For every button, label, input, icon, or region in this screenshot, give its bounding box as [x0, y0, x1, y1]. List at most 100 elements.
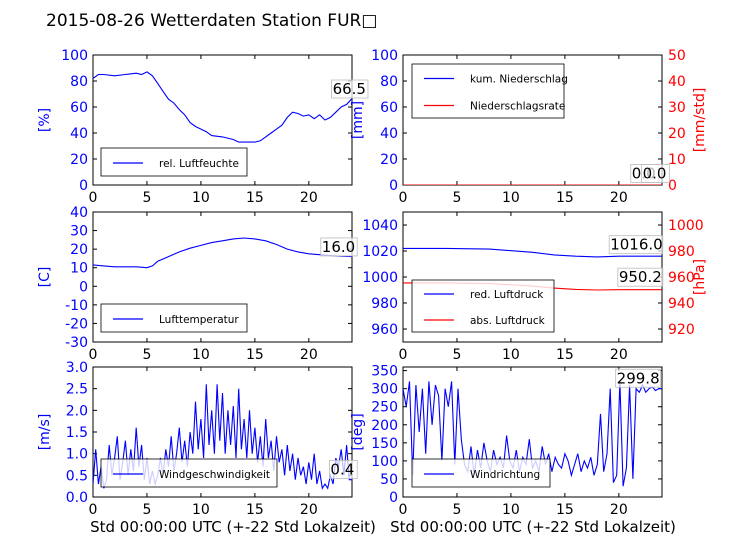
value-annotation: 66.5	[333, 80, 366, 98]
series-line-1	[93, 384, 352, 490]
y-tick-label: 980	[371, 296, 398, 312]
y-tick-label: 0	[79, 279, 88, 295]
chart-panel-1: 0 5 10 15 20 0 20 40 60 80 100 [%] 66.5 rel. Luftfeuc…	[37, 48, 369, 206]
legend-label: red. Luftdruck	[470, 289, 544, 301]
value-annotation: 299.8	[617, 369, 660, 387]
legend-box	[411, 458, 551, 488]
x-tick-label: 15	[556, 502, 574, 518]
x-tick-label: 20	[610, 190, 628, 206]
x-tick-label: 15	[556, 190, 574, 206]
y-tick-label: 0.0	[66, 490, 88, 506]
y-tick-label: 10	[70, 261, 88, 277]
value-annotation: 950.2	[619, 268, 662, 286]
x-tick-label: 20	[300, 347, 318, 363]
value-annotation: 0.0	[643, 165, 667, 183]
y-tick-label: 0	[389, 178, 398, 194]
x-axis-label-left: Std 00:00:00 UTC (+-22 Std Lokalzeit)	[90, 518, 376, 536]
x-tick-label: 5	[452, 190, 461, 206]
y-tick-label: 1040	[362, 218, 398, 234]
x-tick-label: 10	[502, 502, 520, 518]
legend-label: Windgeschwindigkeit	[159, 469, 270, 481]
value-annotation: 16.0	[322, 238, 355, 256]
x-tick-label: 10	[502, 190, 520, 206]
y-tick-label: 20	[70, 152, 88, 168]
y2-axis-label: [mm/std]	[692, 88, 708, 153]
value-annotation-box	[331, 79, 369, 99]
y-tick-label: 2.0	[66, 403, 88, 419]
y-tick-label: -20	[65, 316, 88, 332]
y-tick-label: 80	[380, 74, 398, 90]
y-axis-label: [%]	[37, 108, 53, 132]
y-tick-label: 50	[380, 472, 398, 488]
legend-label: Windrichtung	[470, 469, 540, 481]
y-axis-label: [m/s]	[37, 414, 53, 451]
x-tick-label: 15	[246, 502, 264, 518]
y-tick-label: 30	[70, 224, 88, 240]
x-tick-label: 5	[452, 347, 461, 363]
y-tick-label: 1020	[362, 244, 398, 260]
y-tick-label: 150	[371, 436, 398, 452]
x-tick-label: 5	[142, 502, 151, 518]
x-tick-label: 20	[610, 502, 628, 518]
legend-box	[100, 147, 248, 177]
legend-label: Niederschlagsrate	[470, 101, 565, 113]
x-tick-label: 10	[192, 502, 210, 518]
y-tick-label: 0.5	[66, 468, 88, 484]
y2-tick-label: 0	[668, 178, 677, 194]
figure-title: 2015-08-26 Wetterdaten Station FUR□	[46, 11, 377, 31]
legend-box	[411, 63, 565, 119]
x-tick-label: 20	[300, 190, 318, 206]
x-tick-label: 20	[610, 347, 628, 363]
y-tick-label: 350	[371, 364, 398, 380]
y2-tick-label: 50	[668, 48, 686, 64]
chart-panel-2: 0 5 10 15 20 0 20 40 60 80 100 0 10 20 30 40 50 [mm/std] […	[350, 48, 708, 206]
y-tick-label: 20	[380, 152, 398, 168]
x-tick-label: 15	[556, 347, 574, 363]
y-axis-label: [deg]	[350, 413, 366, 450]
chart-panel-6: 0 5 10 15 20050100150200250300350[deg]299.8W…	[350, 364, 663, 518]
x-tick-label: 0	[89, 502, 98, 518]
chart-panel-5: 0 5 10 15 20 0.0 0.5 1.0 1.5 2.0 2.5 3.0 [m/s] 0.4 Win…	[37, 360, 358, 518]
y-tick-label: 1.5	[66, 425, 88, 441]
y-tick-label: 60	[70, 100, 88, 116]
y-tick-label: 40	[70, 126, 88, 142]
x-tick-label: 0	[399, 347, 408, 363]
y2-tick-label: 1000	[668, 218, 704, 234]
y2-axis-label: [hPa]	[692, 259, 708, 295]
y2-tick-label: 40	[668, 74, 686, 90]
legend-label: rel. Luftfeuchte	[159, 158, 239, 170]
x-tick-label: 15	[246, 190, 264, 206]
x-tick-label: 0	[399, 190, 408, 206]
x-tick-label: 20	[300, 502, 318, 518]
y-axis-label: [C]	[37, 267, 53, 288]
value-annotation-box	[329, 460, 358, 479]
y2-tick-label: 10	[668, 152, 686, 168]
y2-tick-label: 920	[668, 322, 695, 338]
y2-tick-label: 30	[668, 100, 686, 116]
series-line-1	[93, 237, 352, 269]
y2-tick-label: 960	[668, 270, 695, 286]
y-axis-label: [mm]	[350, 101, 366, 139]
y-tick-label: 0	[389, 490, 398, 506]
value-annotation-box	[320, 237, 358, 257]
x-tick-label: 10	[502, 347, 520, 363]
y-tick-label: 250	[371, 400, 398, 416]
y2-tick-label: 940	[668, 296, 695, 312]
y2-tick-label: 980	[668, 244, 695, 260]
legend-label: kum. Niederschlag	[470, 74, 568, 86]
y-tick-label: 60	[380, 100, 398, 116]
legend-label: abs. Luftdruck	[470, 315, 546, 327]
value-annotation-box	[641, 164, 670, 183]
series-line-1	[93, 71, 352, 143]
y-tick-label: 80	[70, 74, 88, 90]
chart-panel-3: 0 5 10 15 20 -30 -20 -10 0 10 20 30 40 [C] 16.0 Lufttem…	[37, 205, 358, 363]
y-tick-label: 300	[371, 382, 398, 398]
y-tick-label: 40	[380, 126, 398, 142]
y-tick-label: 100	[61, 48, 88, 64]
legend-box	[411, 279, 555, 333]
y-tick-label: 100	[371, 454, 398, 470]
value-annotation: 1016.0	[610, 236, 663, 254]
x-tick-label: 5	[142, 190, 151, 206]
value-annotation: 0.4	[330, 460, 354, 478]
chart-panel-4: 0 5 10 15 20 960 980 1000 1020 1040 920 940 960 980 10…	[362, 211, 708, 363]
